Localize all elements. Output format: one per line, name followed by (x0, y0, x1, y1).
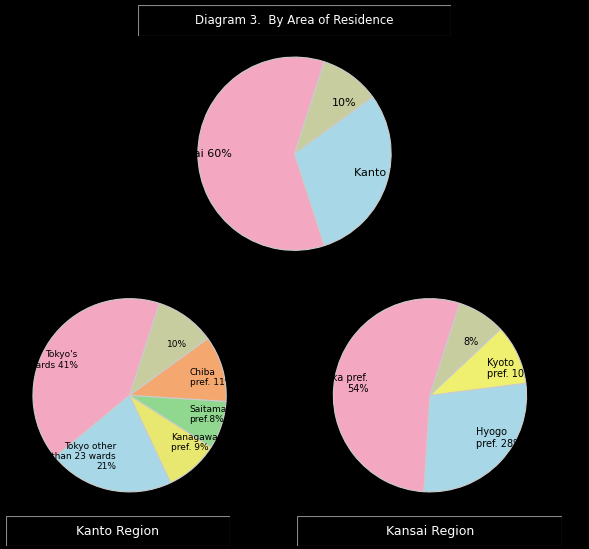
Text: Osaka pref.
54%: Osaka pref. 54% (313, 373, 368, 394)
Text: Chiba
pref. 11%: Chiba pref. 11% (190, 368, 233, 388)
Wedge shape (430, 304, 501, 395)
Wedge shape (430, 329, 526, 395)
Text: Tokyo's
23 wards 41%: Tokyo's 23 wards 41% (14, 350, 78, 369)
Text: Kanagawa
pref. 9%: Kanagawa pref. 9% (171, 433, 218, 452)
Text: Kanto 30%: Kanto 30% (354, 168, 415, 178)
Text: 8%: 8% (464, 337, 479, 348)
Wedge shape (33, 299, 160, 457)
Wedge shape (130, 339, 226, 401)
Text: Hyogo
pref. 28%: Hyogo pref. 28% (476, 428, 522, 449)
FancyBboxPatch shape (297, 516, 562, 546)
Wedge shape (55, 395, 171, 492)
Wedge shape (333, 299, 460, 492)
Text: Tokyo other
than 23 wards
21%: Tokyo other than 23 wards 21% (51, 442, 116, 472)
Text: Kanto Region: Kanto Region (77, 525, 159, 537)
Text: 10%: 10% (332, 98, 356, 108)
FancyBboxPatch shape (6, 516, 230, 546)
Wedge shape (424, 383, 527, 492)
Text: Kyoto
pref. 10%: Kyoto pref. 10% (487, 358, 533, 379)
Wedge shape (198, 57, 325, 250)
Wedge shape (130, 304, 208, 395)
Text: Kansai Region: Kansai Region (386, 525, 474, 537)
Text: Diagram 3.  By Area of Residence: Diagram 3. By Area of Residence (195, 14, 394, 27)
Text: Saitama
pref.8%: Saitama pref.8% (189, 405, 227, 424)
Wedge shape (130, 395, 211, 483)
Text: Kansai 60%: Kansai 60% (167, 149, 231, 159)
Text: 10%: 10% (167, 340, 187, 349)
FancyBboxPatch shape (138, 5, 451, 36)
Wedge shape (294, 62, 373, 154)
Wedge shape (130, 395, 226, 447)
Wedge shape (294, 97, 391, 245)
